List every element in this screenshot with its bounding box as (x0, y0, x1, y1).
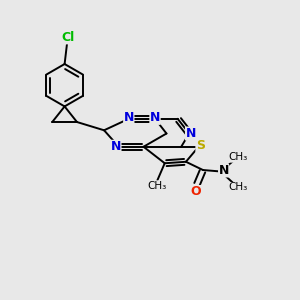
Text: N: N (111, 140, 121, 153)
Text: N: N (218, 164, 229, 177)
Text: CH₃: CH₃ (148, 181, 167, 190)
Text: CH₃: CH₃ (228, 152, 248, 162)
Text: O: O (190, 185, 201, 198)
Text: S: S (196, 140, 205, 152)
Text: N: N (150, 111, 160, 124)
Text: Cl: Cl (61, 31, 74, 44)
Text: CH₃: CH₃ (229, 182, 248, 192)
Text: N: N (124, 111, 134, 124)
Text: N: N (185, 127, 196, 140)
